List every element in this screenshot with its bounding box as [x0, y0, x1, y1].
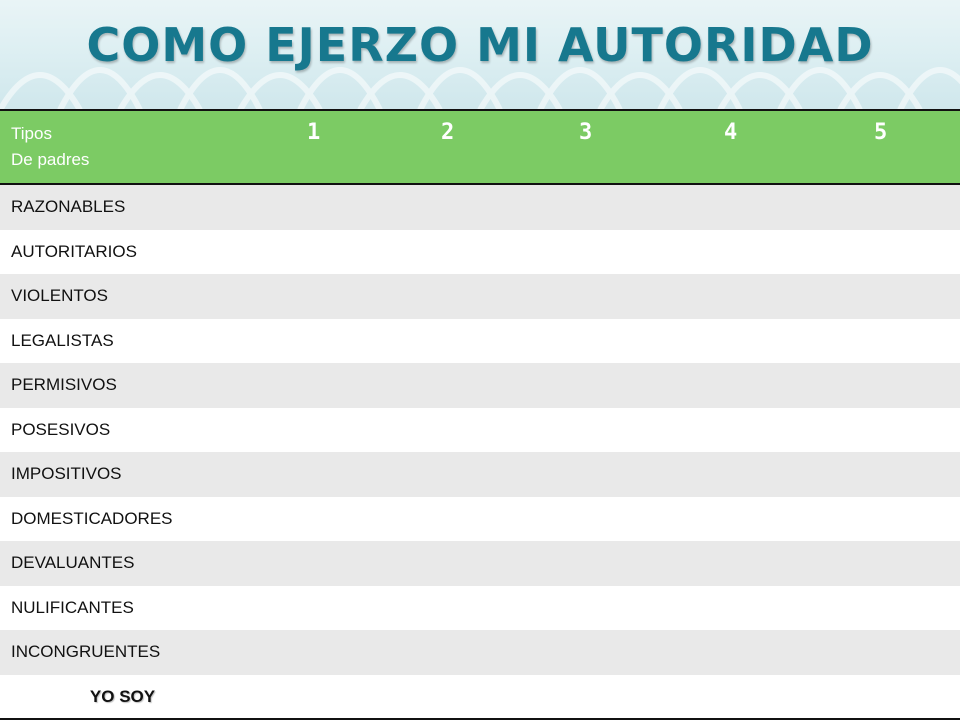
row-label: RAZONABLES [11, 197, 126, 217]
table-row: VIOLENTOS [0, 274, 960, 319]
header-column-4: 4 [724, 120, 738, 145]
header-column-1: 1 [307, 120, 321, 145]
table-row: PERMISIVOS [0, 363, 960, 408]
row-label: DEVALUANTES [11, 553, 135, 573]
row-label: INCONGRUENTES [11, 642, 161, 662]
header-label: Tipos De padres [11, 121, 89, 173]
authority-table: Tipos De padres 1 2 3 4 5 RAZONABLES AUT… [0, 109, 960, 720]
table-bottom-border [0, 718, 960, 720]
table-row: NULIFICANTES [0, 585, 960, 630]
title-band: COMO EJERZO MI AUTORIDAD [0, 0, 960, 110]
header-column-5: 5 [874, 120, 888, 145]
decorative-rays [0, 67, 960, 110]
table-header: Tipos De padres 1 2 3 4 5 [0, 109, 960, 185]
row-label: POSESIVOS [11, 419, 111, 439]
table-row: AUTORITARIOS [0, 229, 960, 274]
table-row: INCONGRUENTES [0, 630, 960, 675]
row-label: DOMESTICADORES [11, 508, 173, 528]
header-label-line1: Tipos [11, 124, 52, 143]
yo-soy-label: YO SOY [89, 686, 156, 706]
table-row: IMPOSITIVOS [0, 452, 960, 497]
row-label: AUTORITARIOS [11, 241, 137, 261]
row-label: VIOLENTOS [11, 286, 108, 306]
row-label: IMPOSITIVOS [11, 464, 122, 484]
table-row: LEGALISTAS [0, 318, 960, 363]
row-label: NULIFICANTES [11, 597, 134, 617]
table-row: RAZONABLES [0, 185, 960, 230]
header-label-line2: De padres [11, 150, 90, 169]
table-row: POSESIVOS [0, 407, 960, 452]
table-row: DOMESTICADORES [0, 496, 960, 541]
table-row-footer: YO SOY [0, 674, 960, 719]
page-title: COMO EJERZO MI AUTORIDAD [86, 18, 874, 72]
row-label: PERMISIVOS [11, 375, 117, 395]
header-column-2: 2 [441, 120, 455, 145]
table-row: DEVALUANTES [0, 541, 960, 586]
header-column-3: 3 [579, 120, 593, 145]
row-label: LEGALISTAS [11, 330, 114, 350]
